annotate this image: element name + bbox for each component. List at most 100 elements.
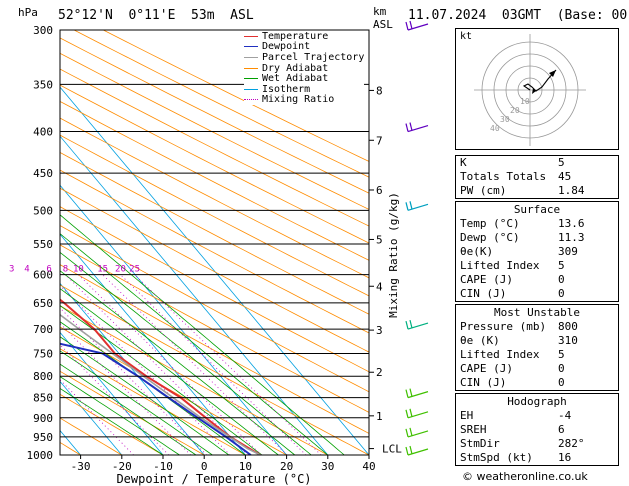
dry-adiabat-line [60,305,328,455]
mixing-ratio-axis-label: Mixing Ratio (g/kg) [387,192,400,318]
stat-row-pressure: Pressure (mb) 800 [456,320,618,334]
pressure-tick-label: 600 [33,269,53,282]
dry-adiabat-line [60,370,205,455]
stat-label: EH [460,409,474,422]
pressure-tick-label: 850 [33,392,53,405]
stat-value: 6 [558,423,565,436]
stat-row-lifted-index: Lifted Index 5 [456,259,618,273]
legend-item-dewpoint: Dewpoint [244,41,364,52]
wind-barb-icon [405,427,429,438]
wet-adiabat-line [60,376,180,455]
isotherm-line [60,86,369,455]
pressure-tick-label: 1000 [27,449,54,462]
dry-adiabat-line [60,326,287,455]
stat-value: 11.3 [558,231,585,244]
dry-adiabat-line [60,100,369,261]
km-tick-label: 3 [376,324,383,337]
x-tick-label: 10 [239,460,252,473]
dry-adiabat-line [60,52,369,210]
isotherm-line [60,331,164,455]
stat-label: Lifted Index [460,348,540,361]
stat-label: Temp (°C) [460,217,520,230]
pressure-tick-label: 700 [33,323,53,336]
wet-adiabat-line [60,363,197,455]
isotherm-line [60,233,246,455]
mixing-ratio-label: 20 [115,265,126,275]
asl-label: ASL [373,18,393,31]
stat-row-eh: EH -4 [456,409,618,423]
stat-row-temp: Temp (°C) 13.6 [456,217,618,231]
pressure-tick-label: 300 [33,24,53,37]
stat-row-stmspd: StmSpd (kt) 16 [456,451,618,465]
stat-row-thetae: θe (K) 310 [456,334,618,348]
stat-label: CAPE (J) [460,362,513,375]
pressure-tick-label: 400 [33,126,53,139]
stat-label: θe (K) [460,334,500,347]
mixing-ratio-label: 4 [24,265,29,275]
stat-value: 0 [558,273,565,286]
legend-dry-adiabat-label: Dry Adiabat [262,62,329,74]
km-tick-label: LCL [382,443,402,456]
dewpoint-line [60,342,252,455]
stat-value: 0 [558,376,565,389]
km-label: km [373,5,387,18]
stat-label: StmSpd (kt) [460,451,533,464]
stat-label: SREH [460,423,487,436]
parcel-swatch [244,56,258,58]
x-tick-label: -20 [112,460,132,473]
isotherm-line [60,282,205,455]
wet-adiabat-line [60,321,246,455]
most-unstable-title: Most Unstable [493,306,581,319]
pressure-tick-label: 950 [33,431,53,444]
isotherm-line [60,380,123,455]
dewpoint-swatch [244,46,258,48]
stat-value: -4 [558,409,572,422]
dry-adiabat-line [60,393,164,455]
x-tick-label: -10 [153,460,173,473]
wet-adiabat-line [60,350,213,455]
legend-item-wet-adiabat: Wet Adiabat [244,73,364,84]
stat-label: Dewp (°C) [460,231,520,244]
hodograph-arrow-icon [549,70,556,77]
stat-label: PW (cm) [460,184,507,197]
stat-label: CIN (J) [460,376,507,389]
mixing-ratio-label: 10 [73,265,84,275]
stat-row-cin: CIN (J) 0 [456,287,618,301]
x-tick-label: 30 [321,460,334,473]
x-tick-label: -30 [71,460,91,473]
wind-barb-icon [405,20,429,31]
mixing-ratio-label: 15 [97,265,108,275]
legend-item-temperature: Temperature [244,31,364,42]
isotherm-line [60,184,287,455]
dry-adiabat-line [73,30,369,178]
stat-value: 1.84 [558,184,585,197]
legend-item-mixing-ratio: Mixing Ratio [244,94,364,106]
km-tick-label: 1 [376,410,383,423]
wet-adiabat-line [60,305,263,455]
x-tick-label: 0 [201,460,208,473]
stat-value: 5 [558,348,565,361]
mixing-ratio-label: 6 [46,265,51,275]
temperature-swatch [244,35,258,37]
stat-value: 800 [558,320,578,333]
km-tick-label: 2 [376,366,383,379]
wet-adiabat-line [60,336,230,455]
location-title: 52°12'N 0°11'E 53m ASL [58,8,254,23]
pressure-tick-label: 350 [33,78,53,91]
stat-value: 0 [558,287,565,300]
hpa-label: hPa [18,6,38,19]
km-tick-label: 8 [376,84,383,97]
km-tick-label: 6 [376,184,383,197]
pressure-tick-label: 900 [33,412,53,425]
hodograph-box: kt 10 20 30 40 [455,28,619,150]
stat-row-dewp: Dewp (°C) 11.3 [456,231,618,245]
hodo-ring-label-10: 10 [520,97,530,106]
pressure-tick-label: 750 [33,347,53,360]
legend-item-isotherm: Isotherm [244,84,364,95]
dry-adiabat-swatch [244,67,258,69]
stat-label: K [460,156,467,169]
mixing-ratio-label: 8 [63,265,68,275]
legend-mixing-ratio-label: Mixing Ratio [262,94,335,106]
